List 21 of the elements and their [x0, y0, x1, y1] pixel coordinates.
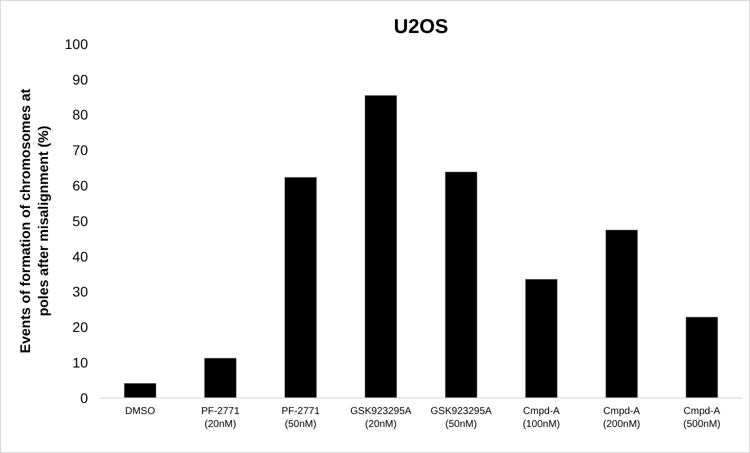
x-tick-label: PF-2771 (20nM) — [201, 406, 240, 430]
x-tick-label: Cmpd-A (100nM) — [522, 406, 560, 430]
x-tick-label: Cmpd-A (500nM) — [683, 406, 721, 430]
x-tick-label: DMSO — [125, 406, 156, 417]
y-tick-label: 20 — [72, 319, 88, 336]
y-tick-label: 10 — [72, 354, 88, 370]
y-axis-title: Events of formation of chromosomes at poles after misalignment (%) — [17, 88, 51, 354]
y-tick-label: 80 — [72, 106, 88, 123]
x-tick-label: GSK923295A (20nM) — [350, 406, 412, 430]
x-tick-label: Cmpd-A (200nM) — [603, 406, 640, 430]
y-tick-label: 40 — [72, 248, 88, 264]
y-tick-label: 70 — [72, 142, 88, 158]
chart-title: U2OS — [394, 16, 448, 38]
x-tick-label: PF-2771 (50nM) — [281, 406, 320, 430]
x-tick-label: GSK923295A (50nM) — [430, 406, 492, 430]
y-tick-label: 100 — [64, 36, 88, 52]
y-tick-label: 30 — [72, 284, 88, 300]
y-tick-label: 60 — [72, 178, 88, 194]
y-tick-label: 90 — [72, 71, 88, 88]
y-tick-label: 0 — [80, 390, 88, 406]
y-tick-label: 50 — [72, 212, 88, 229]
